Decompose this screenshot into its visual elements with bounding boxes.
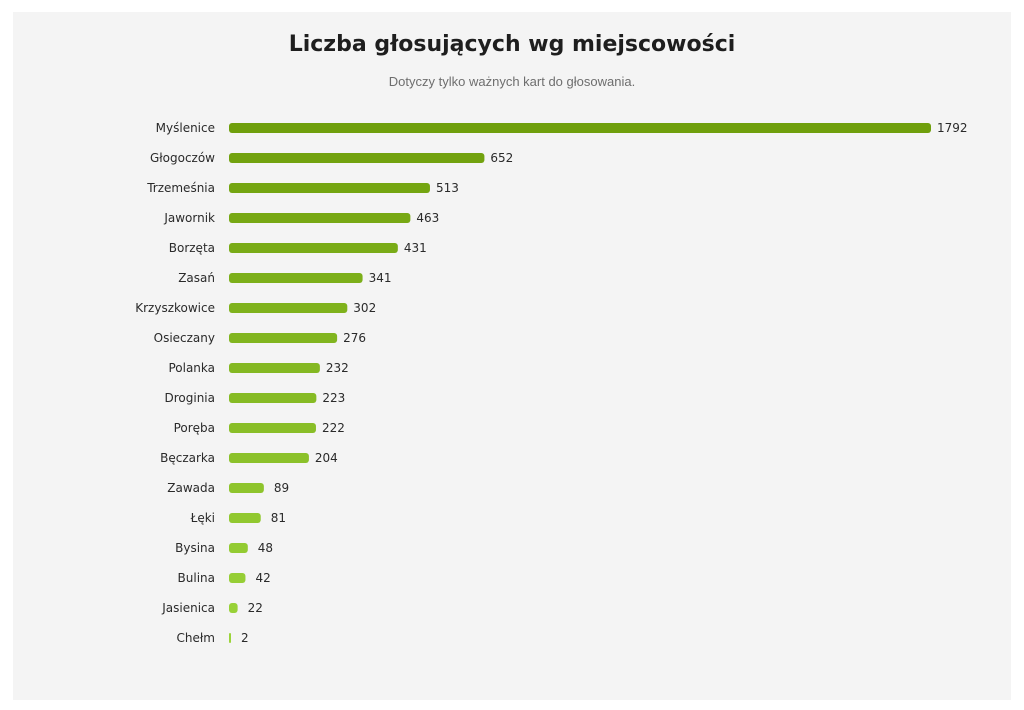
category-label: Trzemeśnia <box>146 181 215 195</box>
bar <box>229 153 485 163</box>
category-label: Głogoczów <box>150 151 215 165</box>
value-label: 89 <box>274 481 289 495</box>
bar <box>229 633 231 643</box>
category-label: Jasienica <box>161 601 215 615</box>
category-label: Krzyszkowice <box>135 301 215 315</box>
bar <box>229 303 348 313</box>
bar <box>229 513 261 523</box>
category-label: Myślenice <box>156 121 215 135</box>
value-label: 276 <box>343 331 366 345</box>
category-label: Osieczany <box>154 331 215 345</box>
value-label: 48 <box>258 541 273 555</box>
value-label: 513 <box>436 181 459 195</box>
bar <box>229 363 320 373</box>
value-label: 341 <box>369 271 392 285</box>
category-label: Chełm <box>177 631 215 645</box>
chart-subtitle: Dotyczy tylko ważnych kart do głosowania… <box>388 74 636 89</box>
value-label: 463 <box>416 211 439 225</box>
value-label: 431 <box>404 241 427 255</box>
bar <box>229 333 338 343</box>
category-label: Bulina <box>178 571 215 585</box>
value-label: 223 <box>322 391 345 405</box>
value-label: 222 <box>322 421 345 435</box>
category-label: Zasań <box>178 271 215 285</box>
category-label: Zawada <box>167 481 215 495</box>
category-label: Bysina <box>175 541 215 555</box>
value-label: 22 <box>248 601 263 615</box>
value-label: 302 <box>353 301 376 315</box>
bar <box>229 243 398 253</box>
value-label: 81 <box>271 511 286 525</box>
chart-title: Liczba głosujących wg miejscowości <box>288 32 736 57</box>
bar <box>229 423 316 433</box>
bar <box>229 573 246 583</box>
category-label: Polanka <box>168 361 215 375</box>
bar <box>229 603 238 613</box>
bar <box>229 183 430 193</box>
value-label: 42 <box>255 571 270 585</box>
value-label: 2 <box>241 631 249 645</box>
value-label: 232 <box>326 361 349 375</box>
category-label: Bęczarka <box>160 451 215 465</box>
value-label: 1792 <box>937 121 968 135</box>
bar <box>229 483 264 493</box>
bar <box>229 393 317 403</box>
bar <box>229 213 411 223</box>
bar <box>229 453 309 463</box>
category-label: Droginia <box>165 391 216 405</box>
value-label: 652 <box>490 151 513 165</box>
category-label: Poręba <box>174 421 215 435</box>
category-label: Borzęta <box>169 241 215 255</box>
category-label: Jawornik <box>163 211 215 225</box>
bar <box>229 543 248 553</box>
category-label: Łęki <box>190 511 215 525</box>
bar <box>229 273 363 283</box>
value-label: 204 <box>315 451 338 465</box>
bar <box>229 123 931 133</box>
